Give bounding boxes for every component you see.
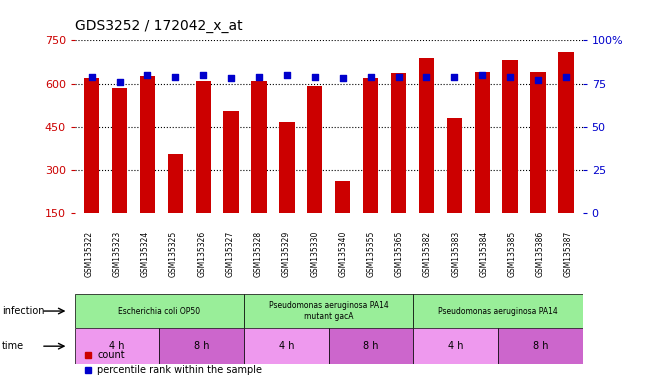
Bar [244,328,329,364]
Bar [503,61,518,213]
Text: GSM135385: GSM135385 [508,230,517,276]
Bar [498,328,583,364]
Bar [251,81,267,213]
Text: infection: infection [2,306,44,316]
Point [337,75,348,81]
Bar [159,328,244,364]
Bar [447,118,462,213]
Bar [335,182,350,213]
Point [310,73,320,79]
Text: Pseudomonas aeruginosa PA14: Pseudomonas aeruginosa PA14 [438,306,558,316]
Point [87,73,97,79]
Bar [195,81,211,213]
Text: GSM135387: GSM135387 [564,230,573,276]
Bar [244,294,413,328]
Text: GSM135340: GSM135340 [339,230,348,276]
Bar [329,328,413,364]
Bar [531,72,546,213]
Text: GSM135329: GSM135329 [282,230,291,276]
Text: GSM135323: GSM135323 [113,230,122,276]
Text: GSM135384: GSM135384 [479,230,488,276]
Bar [475,72,490,213]
Text: 8 h: 8 h [533,341,548,351]
Bar [419,58,434,213]
Text: Escherichia coli OP50: Escherichia coli OP50 [118,306,201,316]
Text: GSM135382: GSM135382 [423,230,432,276]
Text: GSM135324: GSM135324 [141,230,150,276]
Bar [413,294,583,328]
Text: GSM135383: GSM135383 [451,230,460,276]
Bar [391,73,406,213]
Text: GSM135386: GSM135386 [536,230,545,276]
Bar [307,86,322,213]
Text: 4 h: 4 h [279,341,294,351]
Bar [413,328,498,364]
Point [226,75,236,81]
Point [198,72,208,78]
Point [365,73,376,79]
Bar [140,76,155,213]
Bar [223,111,239,213]
Point [254,73,264,79]
Text: GSM135355: GSM135355 [367,230,376,276]
Bar [168,154,183,213]
Point [477,72,488,78]
Point [449,73,460,79]
Text: GSM135322: GSM135322 [85,230,94,276]
Text: GSM135328: GSM135328 [254,230,263,276]
Bar [363,78,378,213]
Text: GSM135327: GSM135327 [225,230,234,276]
Point [533,77,543,83]
Text: Pseudomonas aeruginosa PA14
mutant gacA: Pseudomonas aeruginosa PA14 mutant gacA [269,301,389,321]
Text: GSM135325: GSM135325 [169,230,178,276]
Text: GDS3252 / 172042_x_at: GDS3252 / 172042_x_at [75,19,242,33]
Legend: count, percentile rank within the sample: count, percentile rank within the sample [79,346,266,379]
Text: 8 h: 8 h [194,341,210,351]
Point [505,73,516,79]
Text: GSM135365: GSM135365 [395,230,404,276]
Point [421,73,432,79]
Point [561,73,571,79]
Bar [112,88,127,213]
Text: time: time [2,341,24,351]
Text: 4 h: 4 h [109,341,125,351]
Text: GSM135326: GSM135326 [197,230,206,276]
Bar [84,78,99,213]
Bar [279,121,294,213]
Point [282,72,292,78]
Bar [75,294,244,328]
Text: 4 h: 4 h [448,341,464,351]
Bar [558,52,574,213]
Text: 8 h: 8 h [363,341,379,351]
Point [170,73,180,79]
Point [393,73,404,79]
Text: GSM135330: GSM135330 [310,230,319,276]
Point [142,72,152,78]
Bar [75,328,159,364]
Point [115,79,125,85]
